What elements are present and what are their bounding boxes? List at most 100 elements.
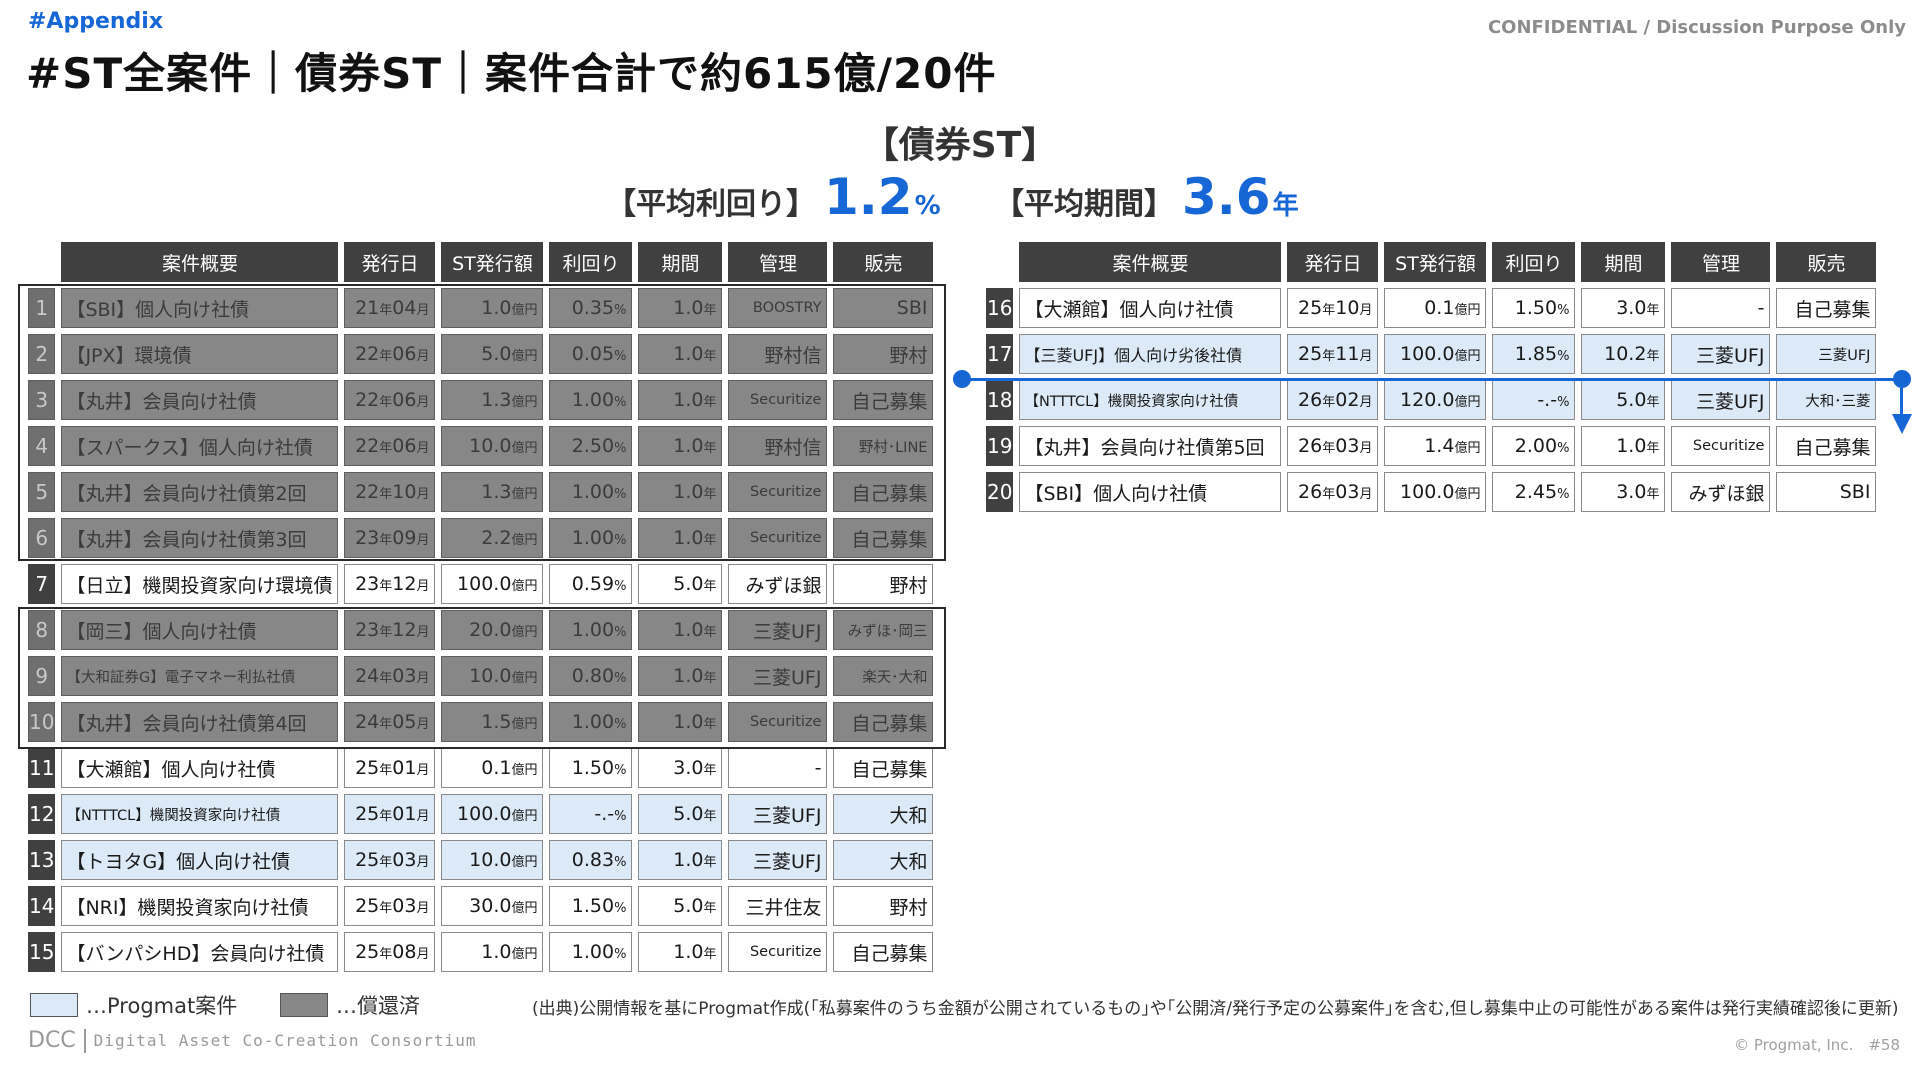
deal-name: 【NTTTCL】機関投資家向け社債 (1019, 380, 1282, 420)
yield-cell: 1.00% (549, 702, 633, 742)
table-row: 5 【丸井】会員向け社債第2回 22年10月 1.3億円 1.00% 1.0年 Securi… (28, 472, 934, 512)
term-cell: 3.0年 (1581, 288, 1666, 328)
timeline-end-dot (1893, 370, 1911, 388)
manager-cell: 三菱UFJ (728, 656, 828, 696)
unit-label: % (1557, 303, 1570, 318)
yield-cell: -.-% (1492, 380, 1576, 420)
row-number: 19 (986, 426, 1014, 466)
deal-name: 【SBI】個人向け社債 (1019, 472, 1282, 512)
yield-cell: 1.00% (549, 518, 633, 558)
yield-cell: 0.83% (549, 840, 633, 880)
table-header-corner (986, 242, 1013, 282)
term-value: 3.0 (1616, 481, 1647, 503)
unit-label: 月 (416, 809, 430, 824)
deal-name: 【丸井】会員向け社債第3回 (61, 518, 339, 558)
seller-cell: 自己募集 (833, 932, 934, 972)
issue-date-cell: 24年05月 (344, 702, 436, 742)
term-value: 1.0 (673, 435, 704, 457)
issue-year: 25 (355, 757, 380, 779)
yield-cell: 1.50% (549, 748, 633, 788)
st-amount: 0.1 (481, 757, 512, 779)
issue-month: 05 (392, 711, 417, 733)
row-number: 1 (28, 288, 56, 328)
unit-label: 億円 (511, 487, 538, 502)
yield-value: 2.45 (1514, 481, 1558, 503)
unit-label: % (1557, 349, 1570, 364)
avg-term-unit: 年 (1272, 191, 1299, 221)
issue-year: 22 (355, 389, 380, 411)
st-amount: 10.0 (469, 665, 512, 687)
row-number: 18 (986, 380, 1014, 420)
st-amount: 120.0 (1400, 389, 1455, 411)
unit-label: 月 (416, 395, 430, 410)
unit-label: 月 (416, 579, 430, 594)
manager-cell: みずほ銀 (1671, 472, 1771, 512)
yield-cell: 2.00% (1492, 426, 1576, 466)
term-cell: 1.0年 (1581, 426, 1666, 466)
issue-date-cell: 26年03月 (1287, 426, 1379, 466)
term-value: 5.0 (673, 803, 704, 825)
term-value: 5.0 (673, 573, 704, 595)
term-value: 1.0 (673, 849, 704, 871)
unit-label: 億円 (511, 947, 538, 962)
issue-date-cell: 22年06月 (344, 426, 436, 466)
issue-year: 23 (355, 619, 380, 641)
unit-label: 月 (1359, 349, 1373, 364)
table-header-row: 案件概要 発行日 ST発行額 利回り 期間 管理 販売 (28, 242, 934, 282)
column-header: 発行日 (1287, 242, 1379, 282)
deals-table-right: 案件概要 発行日 ST発行額 利回り 期間 管理 販売 16 【大瀬館】個人向け社債 25年10… (980, 236, 1882, 518)
issue-month: 12 (392, 573, 417, 595)
row-number: 10 (28, 702, 56, 742)
row-number: 15 (28, 932, 56, 972)
column-header: 案件概要 (61, 242, 339, 282)
row-number: 3 (28, 380, 56, 420)
unit-label: 月 (416, 855, 430, 870)
issue-date-cell: 26年03月 (1287, 472, 1379, 512)
table-row: 15 【バンパシHD】会員向け社債 25年08月 1.0億円 1.00% 1.0年 Secu… (28, 932, 934, 972)
avg-yield-value: 1.2 (824, 168, 913, 226)
issue-month: 03 (1335, 481, 1360, 503)
unit-label: 月 (416, 717, 430, 732)
issue-date-cell: 22年10月 (344, 472, 436, 512)
table-row: 14 【NRI】機関投資家向け社債 25年03月 30.0億円 1.50% 5.0年 三井住… (28, 886, 934, 926)
seller-cell: 三菱UFJ (1776, 334, 1877, 374)
unit-label: 年 (379, 487, 393, 502)
unit-label: % (614, 349, 627, 364)
term-value: 1.0 (673, 297, 704, 319)
term-cell: 1.0年 (638, 656, 723, 696)
unit-label: 年 (703, 671, 717, 686)
st-amount-cell: 2.2億円 (441, 518, 544, 558)
unit-label: 億円 (1454, 349, 1481, 364)
unit-label: % (614, 947, 627, 962)
term-cell: 5.0年 (638, 886, 723, 926)
unit-label: 年 (1322, 487, 1336, 502)
st-amount-cell: 1.4億円 (1384, 426, 1487, 466)
unit-label: % (614, 763, 627, 778)
dcc-logo-text: DCC (28, 1028, 76, 1053)
issue-month: 04 (392, 297, 417, 319)
term-cell: 1.0年 (638, 702, 723, 742)
yield-value: -.- (1537, 389, 1558, 411)
row-number: 13 (28, 840, 56, 880)
copyright-page-number: © Progmat, Inc. #58 (1734, 1036, 1900, 1054)
arrow-down-icon (1892, 414, 1912, 434)
column-header: 利回り (1492, 242, 1576, 282)
seller-cell: 野村 (833, 564, 934, 604)
row-number: 2 (28, 334, 56, 374)
seller-cell: 楽天･大和 (833, 656, 934, 696)
st-amount: 100.0 (1400, 481, 1455, 503)
unit-label: % (614, 855, 627, 870)
unit-label: % (614, 901, 627, 916)
issue-year: 25 (1298, 343, 1323, 365)
manager-cell: Securitize (1671, 426, 1771, 466)
yield-value: 1.00 (571, 619, 615, 641)
column-header: 期間 (638, 242, 723, 282)
yield-cell: 2.50% (549, 426, 633, 466)
yield-value: 1.00 (571, 527, 615, 549)
unit-label: % (614, 303, 627, 318)
unit-label: 年 (379, 947, 393, 962)
manager-cell: 三菱UFJ (1671, 380, 1771, 420)
manager-cell: BOOSTRY (728, 288, 828, 328)
row-number: 9 (28, 656, 56, 696)
term-value: 1.0 (673, 941, 704, 963)
